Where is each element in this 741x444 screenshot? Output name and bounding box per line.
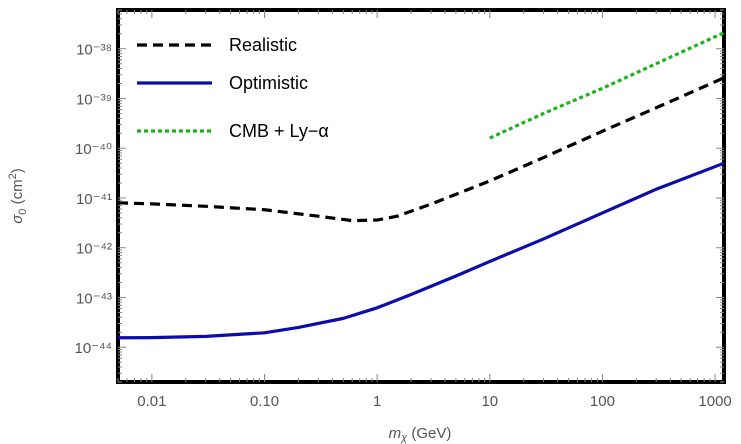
y-axis-label: σ0 (cm2) <box>7 168 29 223</box>
x-tick-label: 0.10 <box>250 393 279 410</box>
y-tick-labels: 10⁻⁴⁴ 10⁻⁴³ 10⁻⁴² 10⁻⁴¹ 10⁻⁴⁰ 10⁻³⁹ 10⁻³⁸ <box>75 42 113 358</box>
legend-label: Realistic <box>229 35 297 55</box>
plot-frame <box>116 8 726 384</box>
x-tick-label: 100 <box>590 393 615 410</box>
x-tick-labels: 0.01 0.10 1 10 100 1000 <box>137 393 731 410</box>
x-tick-label: 1000 <box>698 393 731 410</box>
x-tick-label: 0.01 <box>137 393 166 410</box>
y-tick-label: 10⁻⁴² <box>76 241 112 258</box>
y-tick-label: 10⁻⁴¹ <box>76 191 112 208</box>
x-tick-label: 10 <box>481 393 498 410</box>
tick-marks <box>117 9 724 383</box>
y-tick-label: 10⁻⁴⁰ <box>75 141 112 158</box>
legend-label: Optimistic <box>229 73 308 93</box>
legend: Realistic Optimistic CMB + Ly−α <box>137 35 329 141</box>
y-tick-label: 10⁻³⁹ <box>76 91 112 108</box>
x-tick-label: 1 <box>373 393 381 410</box>
series-line-1 <box>117 161 725 340</box>
y-tick-label: 10⁻⁴⁴ <box>75 340 113 357</box>
x-axis-label: mχ (GeV) <box>389 425 452 444</box>
series-layer <box>117 31 725 340</box>
y-tick-label: 10⁻³⁸ <box>76 42 112 59</box>
y-tick-label: 10⁻⁴³ <box>76 290 112 307</box>
series-line-0 <box>117 76 725 223</box>
legend-label: CMB + Ly−α <box>229 121 329 141</box>
